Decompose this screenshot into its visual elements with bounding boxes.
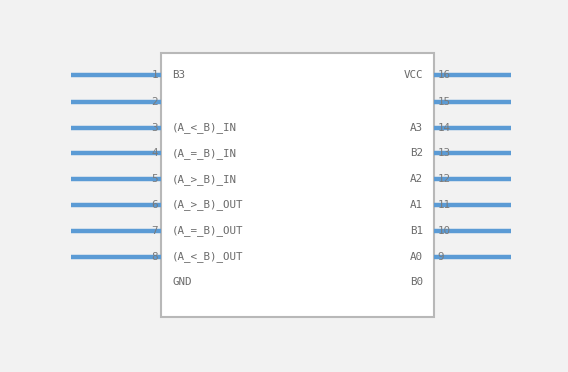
Text: 10: 10 [438,226,450,236]
Text: A0: A0 [410,251,423,262]
Text: 5: 5 [151,174,158,184]
Text: (A_<_B)_OUT: (A_<_B)_OUT [172,251,244,262]
Text: A1: A1 [410,200,423,210]
Text: B0: B0 [410,278,423,288]
Text: 7: 7 [151,226,158,236]
Text: A3: A3 [410,123,423,133]
Text: 13: 13 [438,148,450,158]
Text: 14: 14 [438,123,450,133]
Text: 16: 16 [438,70,450,80]
Text: A2: A2 [410,174,423,184]
Text: (A_=_B)_OUT: (A_=_B)_OUT [172,225,244,236]
Text: 3: 3 [151,123,158,133]
Text: 2: 2 [151,97,158,107]
Text: 11: 11 [438,200,450,210]
Text: (A_=_B)_IN: (A_=_B)_IN [172,148,237,159]
Text: VCC: VCC [404,70,423,80]
Text: 8: 8 [151,251,158,262]
Text: (A_>_B)_OUT: (A_>_B)_OUT [172,200,244,211]
Text: 6: 6 [151,200,158,210]
Text: (A_<_B)_IN: (A_<_B)_IN [172,122,237,133]
Text: (A_>_B)_IN: (A_>_B)_IN [172,174,237,185]
Text: 15: 15 [438,97,450,107]
Text: 1: 1 [151,70,158,80]
Text: 4: 4 [151,148,158,158]
Text: 12: 12 [438,174,450,184]
Bar [161,53,434,317]
Text: 9: 9 [438,251,444,262]
Text: B2: B2 [410,148,423,158]
Text: B1: B1 [410,226,423,236]
Text: GND: GND [172,278,192,288]
Text: B3: B3 [172,70,185,80]
